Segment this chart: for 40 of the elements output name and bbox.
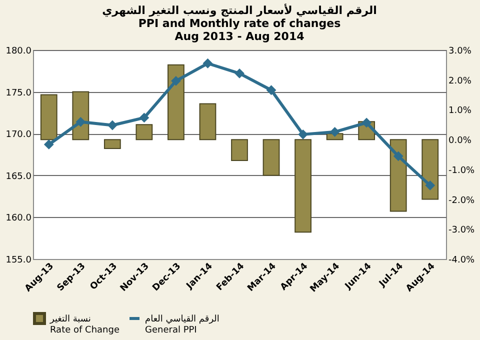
point (171, 76, 180, 86)
point (266, 86, 276, 95)
y-tick-label: 155.0 (6, 256, 32, 266)
point (76, 117, 86, 126)
bar (199, 103, 216, 140)
point (234, 68, 244, 78)
bar (136, 124, 153, 140)
y2-tick-label: -1.0% (448, 166, 476, 176)
bar (104, 139, 121, 150)
y2-tick-label: -3.0% (448, 226, 476, 236)
point (426, 180, 435, 190)
y-tick-label: 165.0 (6, 172, 32, 182)
point (44, 140, 54, 150)
bar (390, 139, 407, 212)
y-tick-label: 160.0 (6, 214, 32, 224)
point (394, 152, 403, 161)
point (140, 113, 149, 122)
bar (262, 139, 280, 176)
point (298, 130, 308, 139)
text: Aug 2013 - Aug 2014 (174, 30, 304, 43)
y-tick-label: 175.0 (6, 88, 32, 98)
text: الرقم القياسي لأسعار المنتج ونسب التغير الشهري (102, 4, 377, 17)
bar (40, 94, 58, 140)
bar (294, 139, 312, 233)
y2-tick-label: -2.0% (448, 196, 476, 206)
y2-tick-label: 3.0% (448, 46, 472, 56)
y2-tick-label: 1.0% (448, 106, 472, 116)
y2-tick-label: 2.0% (448, 76, 472, 86)
bar (422, 139, 439, 200)
point (362, 118, 372, 128)
y2-tick-label: 0.0% (448, 136, 472, 146)
y-tick-label: 170.0 (6, 130, 32, 140)
y-tick-label: 180.0 (6, 46, 32, 56)
y2-tick-label: -4.0% (448, 256, 476, 266)
point (203, 58, 212, 68)
bar (168, 64, 184, 140)
bar (231, 139, 248, 161)
text: PPI and Monthly rate of changes (138, 17, 341, 30)
point (108, 120, 117, 130)
point (330, 127, 340, 136)
